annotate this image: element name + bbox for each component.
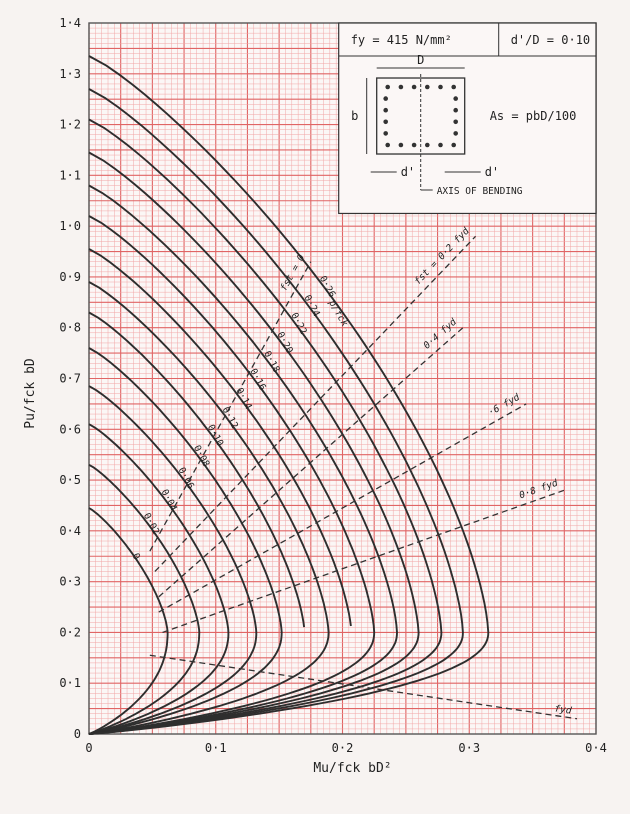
curve-p-5 (88, 311, 306, 628)
curve-p-3 (88, 385, 258, 735)
rebar-dot (451, 84, 456, 90)
y-tick-label: 0·8 (59, 321, 81, 335)
rebar-dot (385, 142, 390, 148)
inset-fy: fy = 415 N/mm² (351, 33, 452, 47)
rebar-dot (451, 142, 456, 148)
stress-line (158, 403, 527, 613)
stress-line (149, 654, 578, 720)
y-tick-label: 1·1 (59, 168, 81, 182)
rebar-dot (453, 96, 458, 101)
x-tick-label: 0·2 (332, 741, 354, 755)
rebar-dot (383, 131, 388, 136)
rebar-dot (411, 84, 417, 90)
rebar-dot (383, 107, 388, 113)
curve-p-13 (88, 55, 490, 735)
stress-line-label: fyd (554, 703, 573, 716)
inset-d2-label: d' (485, 165, 499, 179)
inset-axis-label: AXIS OF BENDING (437, 186, 523, 197)
inset-d-ratio: d'/D = 0·10 (511, 33, 590, 47)
stress-line (158, 327, 464, 598)
y-tick-label: 0·6 (59, 422, 81, 436)
y-axis-label: Pu/fck bD (23, 358, 38, 429)
inset (338, 22, 597, 215)
stress-line (162, 489, 565, 634)
curve-p-4 (88, 347, 283, 735)
curve-p-9 (88, 184, 398, 735)
curve-p-8 (88, 215, 376, 735)
rebar-dot (398, 142, 404, 148)
x-tick-label: 0·1 (205, 741, 227, 755)
y-tick-label: 1·0 (59, 219, 81, 233)
y-tick-label: 0·5 (59, 473, 81, 487)
rebar-dot (453, 119, 458, 125)
inset-box (338, 22, 597, 215)
curve-p-7 (88, 248, 352, 627)
y-tick-label: 0 (74, 727, 81, 741)
rebar-dot (385, 84, 390, 90)
curve-p-2 (88, 423, 230, 735)
y-tick-label: 0·4 (59, 524, 81, 538)
rebar-dot (411, 142, 417, 148)
x-tick-label: 0·3 (458, 741, 480, 755)
stress-line (154, 235, 477, 572)
x-tick-label: 0 (85, 741, 92, 755)
curve-p-11 (88, 118, 443, 735)
curves (88, 55, 490, 735)
y-tick-label: 0·7 (59, 372, 81, 386)
y-tick-label: 1·3 (59, 67, 81, 81)
curve-p-1 (88, 463, 201, 735)
stress-lines (149, 235, 578, 720)
rebar-dot (398, 84, 404, 90)
stress-line (149, 261, 312, 552)
y-tick-label: 0·1 (59, 676, 81, 690)
curve-p-12 (88, 88, 464, 735)
y-tick-label: 1·4 (59, 16, 81, 30)
rebar-dot (383, 119, 388, 125)
rebar-dot (438, 142, 443, 148)
rebar-dot (438, 84, 443, 90)
curve-label: 0 (130, 551, 143, 561)
rebar-dot (453, 131, 458, 136)
inset-d1-label: d' (401, 165, 415, 179)
inset-as-label: As = pbD/100 (490, 109, 577, 123)
rebar-dot (383, 96, 388, 101)
rebar-dot (424, 142, 430, 148)
rebar-dot (424, 84, 430, 90)
curve-p-6 (88, 281, 330, 735)
y-tick-label: 1·2 (59, 118, 81, 132)
rebar-dot (453, 107, 458, 113)
y-tick-label: 0·9 (59, 270, 81, 284)
inset-D-label: D (417, 53, 424, 67)
x-axis-label: Mu/fck bD² (313, 761, 391, 776)
y-tick-label: 0·3 (59, 575, 81, 589)
y-tick-label: 0·2 (59, 625, 81, 639)
curve-p-10 (88, 151, 420, 735)
x-tick-label: 0·4 (585, 741, 607, 755)
curve-p-0 (88, 507, 169, 735)
inset-b-label: b (351, 109, 358, 123)
